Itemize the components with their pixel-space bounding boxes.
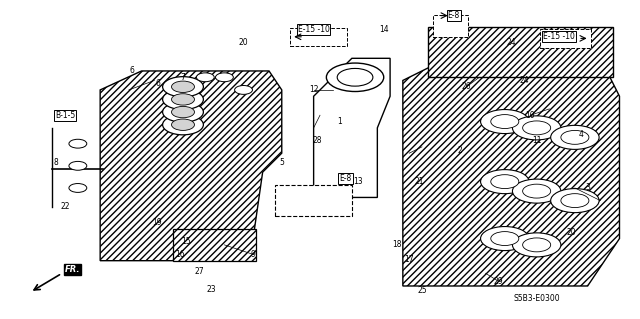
Circle shape: [513, 179, 561, 203]
Circle shape: [163, 115, 204, 135]
Circle shape: [326, 63, 384, 92]
Circle shape: [561, 130, 589, 144]
FancyBboxPatch shape: [290, 28, 347, 46]
Text: 7: 7: [180, 73, 186, 82]
Circle shape: [337, 69, 373, 86]
Text: 15: 15: [181, 237, 191, 246]
Text: 26: 26: [461, 82, 472, 91]
Polygon shape: [314, 58, 390, 197]
Text: 21: 21: [414, 177, 424, 186]
Circle shape: [172, 119, 195, 130]
Circle shape: [163, 89, 204, 109]
Text: E-15 -10: E-15 -10: [543, 32, 575, 41]
Circle shape: [491, 175, 519, 189]
Circle shape: [550, 125, 599, 149]
Text: 25: 25: [417, 286, 427, 295]
Circle shape: [69, 161, 87, 170]
Polygon shape: [428, 27, 613, 77]
Text: 27: 27: [194, 267, 204, 276]
Text: 19: 19: [153, 218, 163, 227]
Text: 3: 3: [585, 183, 590, 192]
Text: 22: 22: [60, 203, 70, 211]
Circle shape: [561, 194, 589, 208]
Circle shape: [550, 189, 599, 213]
Circle shape: [163, 102, 204, 122]
Text: 28: 28: [312, 136, 321, 145]
Circle shape: [491, 115, 519, 129]
Text: 17: 17: [404, 255, 414, 263]
Text: 10: 10: [525, 111, 535, 120]
Text: 13: 13: [353, 177, 363, 186]
Polygon shape: [100, 71, 282, 261]
Text: 1: 1: [337, 117, 342, 126]
Text: 11: 11: [532, 136, 541, 145]
Text: 9: 9: [251, 250, 255, 259]
Text: S5B3-E0300: S5B3-E0300: [513, 294, 560, 303]
Circle shape: [69, 139, 87, 148]
Text: 4: 4: [579, 130, 584, 139]
Text: 8: 8: [53, 158, 58, 167]
Circle shape: [513, 116, 561, 140]
Text: 6: 6: [129, 66, 134, 76]
FancyBboxPatch shape: [433, 15, 468, 37]
Circle shape: [216, 73, 234, 82]
FancyBboxPatch shape: [173, 229, 256, 261]
Text: E-15 -10: E-15 -10: [298, 25, 330, 34]
Text: B-1-5: B-1-5: [55, 111, 76, 120]
Polygon shape: [403, 58, 620, 286]
Circle shape: [196, 73, 214, 82]
Text: 24: 24: [506, 38, 516, 47]
Circle shape: [481, 170, 529, 194]
Text: E-8: E-8: [339, 174, 351, 183]
FancyBboxPatch shape: [275, 185, 352, 216]
FancyBboxPatch shape: [540, 29, 591, 48]
Circle shape: [172, 106, 195, 118]
Circle shape: [491, 232, 519, 246]
Circle shape: [523, 184, 550, 198]
Circle shape: [235, 85, 252, 94]
Circle shape: [163, 77, 204, 97]
Text: FR.: FR.: [65, 265, 81, 274]
Text: 14: 14: [379, 25, 388, 34]
Circle shape: [69, 183, 87, 192]
Text: E-8: E-8: [448, 11, 460, 20]
Text: 18: 18: [392, 241, 401, 249]
Circle shape: [523, 121, 550, 135]
Circle shape: [513, 233, 561, 257]
Text: 12: 12: [309, 85, 318, 94]
Circle shape: [481, 226, 529, 250]
Circle shape: [172, 81, 195, 93]
Text: 5: 5: [279, 158, 284, 167]
Circle shape: [523, 238, 550, 252]
Text: 29: 29: [493, 277, 503, 286]
Text: 23: 23: [207, 285, 216, 294]
Text: 6: 6: [155, 79, 160, 88]
Text: 20: 20: [239, 38, 248, 47]
Text: 24: 24: [519, 76, 529, 85]
Text: 16: 16: [175, 250, 184, 259]
Text: 2: 2: [458, 145, 463, 154]
Circle shape: [481, 109, 529, 134]
Circle shape: [172, 94, 195, 105]
Text: 20: 20: [567, 228, 577, 237]
